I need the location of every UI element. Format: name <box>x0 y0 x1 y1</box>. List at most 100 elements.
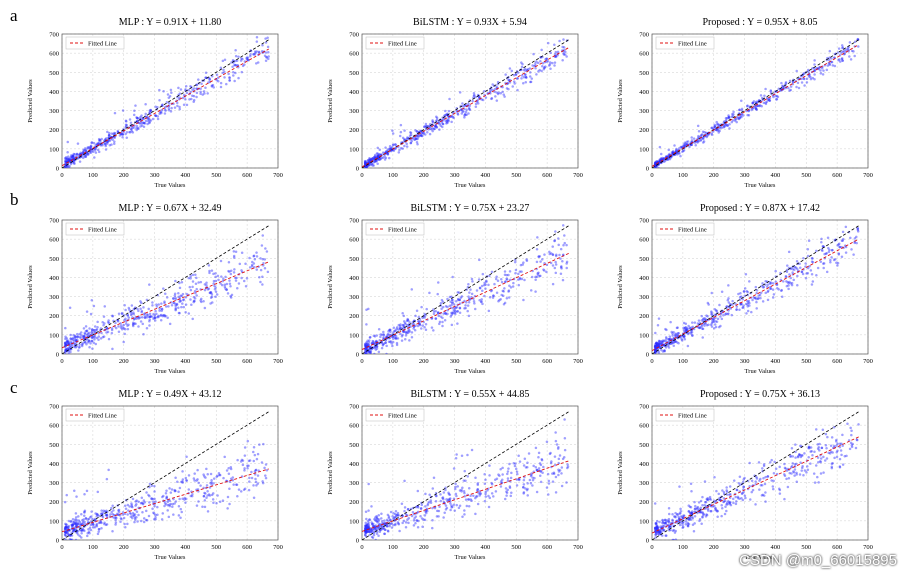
data-point <box>685 143 688 146</box>
data-point <box>228 502 231 506</box>
data-point <box>170 303 174 307</box>
data-point <box>686 140 690 143</box>
data-point <box>166 93 170 96</box>
data-point <box>373 346 377 350</box>
data-point <box>439 304 442 307</box>
data-point <box>654 162 657 165</box>
data-point <box>453 509 457 512</box>
data-point <box>789 85 793 88</box>
data-point <box>123 332 127 336</box>
data-point <box>214 290 218 293</box>
data-point <box>381 527 384 531</box>
data-point <box>682 328 686 332</box>
data-point <box>540 69 543 73</box>
data-point <box>449 300 452 303</box>
data-point <box>227 466 230 470</box>
data-point <box>709 510 712 513</box>
data-point <box>546 60 550 63</box>
data-point <box>64 335 67 338</box>
data-point <box>702 513 705 516</box>
data-point <box>157 303 160 306</box>
data-point <box>416 324 420 328</box>
data-point <box>95 336 99 340</box>
data-point <box>174 298 178 301</box>
data-point <box>538 274 541 278</box>
data-point <box>153 484 156 488</box>
data-point <box>239 490 243 493</box>
data-point <box>750 310 753 314</box>
data-point <box>534 66 537 70</box>
data-point <box>376 154 380 158</box>
data-point <box>713 323 717 326</box>
data-point <box>499 480 503 483</box>
data-point <box>740 115 743 119</box>
data-point <box>716 317 720 321</box>
data-point <box>179 516 182 520</box>
data-point <box>399 130 403 134</box>
data-point <box>241 459 245 462</box>
data-point <box>654 165 657 168</box>
data-point <box>197 78 200 81</box>
data-point <box>240 276 243 280</box>
data-point <box>739 483 742 487</box>
data-point <box>68 538 72 540</box>
data-point <box>565 266 568 270</box>
data-point <box>716 510 719 513</box>
data-point <box>690 139 694 142</box>
data-point <box>78 343 81 346</box>
data-point <box>687 522 691 526</box>
data-point <box>741 306 744 309</box>
data-point <box>67 346 70 349</box>
data-point <box>856 227 860 230</box>
data-point <box>227 269 230 273</box>
data-point <box>185 292 188 296</box>
data-point <box>64 531 68 534</box>
data-point <box>769 90 773 93</box>
data-point <box>714 325 718 329</box>
data-point <box>523 278 526 282</box>
data-point <box>499 485 503 488</box>
data-point <box>458 306 462 310</box>
data-point <box>367 158 370 162</box>
data-point <box>117 325 120 328</box>
data-point <box>89 312 93 316</box>
data-point <box>384 341 387 344</box>
data-point <box>364 347 367 350</box>
data-point <box>826 236 830 239</box>
data-point <box>413 516 416 520</box>
data-point <box>126 327 130 331</box>
data-point <box>120 312 124 316</box>
data-point <box>465 113 468 116</box>
data-point <box>722 500 725 504</box>
data-point <box>661 518 664 522</box>
data-point <box>174 308 177 311</box>
data-point <box>73 153 76 156</box>
data-point <box>500 481 504 484</box>
data-point <box>448 497 451 501</box>
data-point <box>674 335 678 338</box>
data-point <box>792 278 795 282</box>
data-point <box>143 313 146 316</box>
data-point <box>229 284 232 288</box>
data-point <box>97 137 101 141</box>
data-point <box>724 119 728 122</box>
data-point <box>853 40 857 44</box>
data-point <box>755 307 758 310</box>
data-point <box>387 530 390 533</box>
data-point <box>252 262 256 265</box>
data-point <box>539 470 542 473</box>
data-point <box>785 275 788 279</box>
data-point <box>784 275 788 278</box>
data-point <box>746 309 750 313</box>
data-point <box>739 291 742 295</box>
data-point <box>373 335 377 338</box>
data-point <box>466 309 469 313</box>
data-point <box>173 489 177 493</box>
data-point <box>106 142 109 145</box>
data-point <box>827 246 830 250</box>
data-point <box>442 491 446 494</box>
data-point <box>690 512 694 515</box>
data-point <box>73 522 77 526</box>
data-point <box>163 112 167 115</box>
data-point <box>493 282 496 286</box>
